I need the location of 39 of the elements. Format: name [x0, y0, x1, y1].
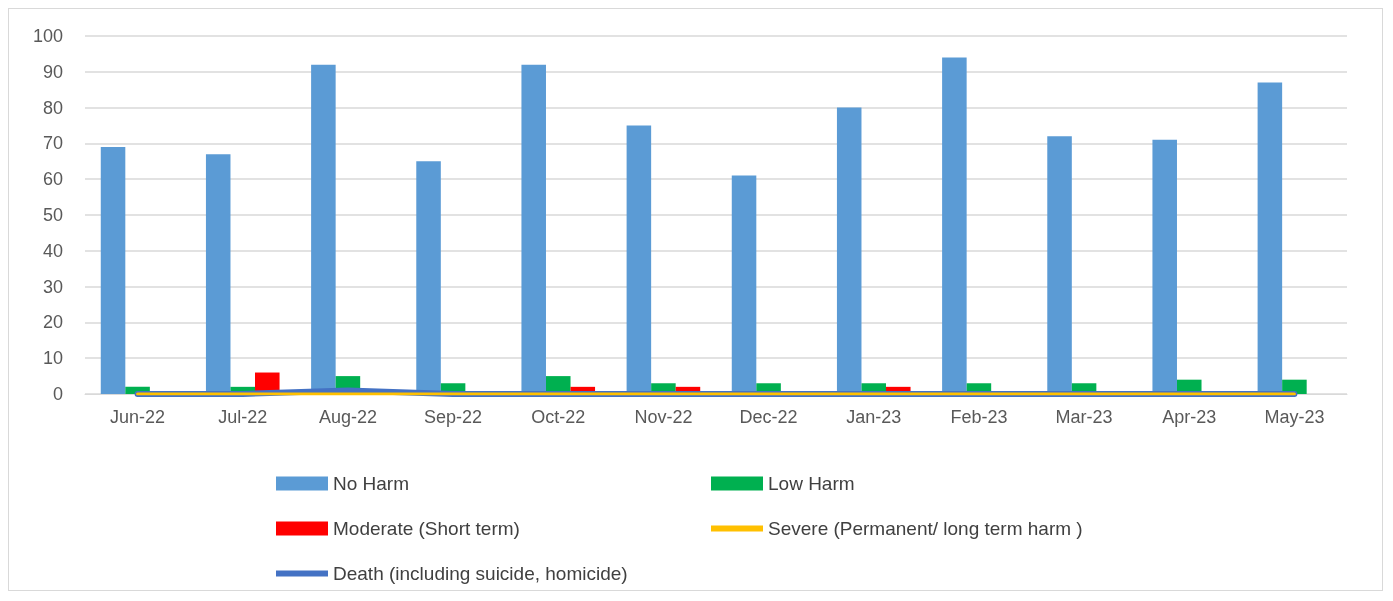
- y-tick-label: 70: [42, 133, 63, 154]
- legend-label: Severe (Permanent/ long term harm ): [768, 518, 1083, 539]
- x-tick-label: Sep-22: [424, 407, 483, 427]
- bar: [626, 125, 652, 394]
- x-tick-label: Jun-22: [110, 407, 166, 427]
- bar: [1047, 136, 1072, 394]
- x-tick-label: Feb-23: [950, 407, 1008, 427]
- y-tick-label: 100: [32, 26, 63, 46]
- x-tick-label: Jul-22: [218, 407, 268, 427]
- x-tick-label: May-23: [1264, 407, 1325, 427]
- bar: [942, 57, 967, 394]
- y-tick-label: 10: [42, 348, 63, 369]
- legend-label: Death (including suicide, homicide): [333, 563, 628, 584]
- y-tick-label: 60: [42, 169, 63, 190]
- x-tick-label: Nov-22: [634, 407, 693, 427]
- y-tick-label: 0: [52, 384, 63, 404]
- x-tick-label: Apr-23: [1162, 407, 1217, 427]
- y-tick-label: 20: [42, 312, 63, 333]
- y-tick-label: 40: [42, 240, 63, 261]
- bar: [1257, 82, 1283, 394]
- legend-label: No Harm: [333, 473, 410, 494]
- x-tick-label: Oct-22: [531, 407, 586, 427]
- x-tick-label: Aug-22: [318, 407, 377, 427]
- y-tick-label: 50: [42, 205, 63, 225]
- bar: [205, 154, 231, 394]
- x-tick-label: Jan-23: [846, 407, 902, 427]
- bar: [100, 146, 126, 394]
- y-tick-label: 90: [42, 61, 63, 82]
- x-tick-label: Dec-22: [739, 407, 798, 427]
- legend-label: Low Harm: [768, 473, 855, 494]
- bar: [1152, 139, 1177, 394]
- bar: [731, 175, 757, 394]
- bar: [836, 107, 862, 394]
- y-tick-label: 30: [42, 276, 63, 297]
- bar: [416, 161, 441, 394]
- x-tick-label: Mar-23: [1055, 407, 1113, 427]
- y-tick-label: 80: [42, 97, 63, 118]
- bar: [521, 64, 546, 394]
- legend-label: Moderate (Short term): [333, 518, 520, 539]
